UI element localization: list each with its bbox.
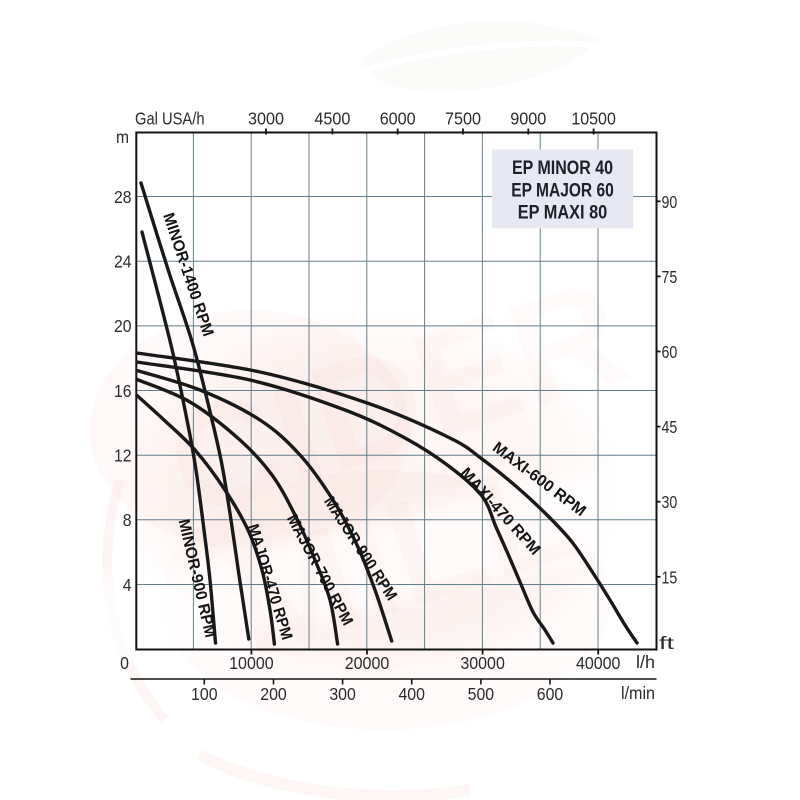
svg-text:EP MINOR 40: EP MINOR 40 xyxy=(512,158,613,179)
svg-text:300: 300 xyxy=(329,684,356,704)
svg-text:30000: 30000 xyxy=(460,653,505,673)
svg-text:l/min: l/min xyxy=(621,683,655,703)
svg-text:90: 90 xyxy=(662,192,678,212)
svg-text:ft: ft xyxy=(659,633,674,653)
svg-text:60: 60 xyxy=(662,342,678,362)
svg-text:9000: 9000 xyxy=(510,109,546,129)
svg-text:l/h: l/h xyxy=(636,652,655,672)
svg-text:16: 16 xyxy=(114,381,132,401)
svg-text:m: m xyxy=(116,127,129,147)
svg-text:10000: 10000 xyxy=(229,653,274,673)
svg-text:MINOR-1400 RPM: MINOR-1400 RPM xyxy=(159,211,216,339)
svg-text:400: 400 xyxy=(398,684,425,704)
svg-text:0: 0 xyxy=(120,653,129,673)
svg-text:30: 30 xyxy=(662,492,678,512)
svg-text:EP MAXI 80: EP MAXI 80 xyxy=(518,203,608,224)
svg-text:40000: 40000 xyxy=(576,653,621,673)
svg-text:600: 600 xyxy=(537,684,564,704)
svg-text:4: 4 xyxy=(123,575,132,595)
svg-text:Gal USA/h: Gal USA/h xyxy=(135,109,205,129)
svg-text:4500: 4500 xyxy=(314,109,350,129)
svg-text:20: 20 xyxy=(114,316,132,336)
svg-text:20000: 20000 xyxy=(345,653,390,673)
svg-text:6000: 6000 xyxy=(380,109,416,129)
svg-text:24: 24 xyxy=(114,252,132,272)
svg-text:7500: 7500 xyxy=(445,109,481,129)
svg-text:500: 500 xyxy=(468,684,495,704)
svg-text:12: 12 xyxy=(114,446,132,466)
svg-text:3000: 3000 xyxy=(248,109,284,129)
svg-text:15: 15 xyxy=(662,567,678,587)
svg-text:28: 28 xyxy=(114,187,132,207)
svg-text:100: 100 xyxy=(191,684,218,704)
svg-text:8: 8 xyxy=(123,510,132,530)
svg-text:EP MAJOR 60: EP MAJOR 60 xyxy=(511,180,614,201)
svg-text:45: 45 xyxy=(662,417,678,437)
svg-text:200: 200 xyxy=(260,684,287,704)
svg-text:75: 75 xyxy=(662,267,678,287)
svg-text:10500: 10500 xyxy=(571,109,616,129)
